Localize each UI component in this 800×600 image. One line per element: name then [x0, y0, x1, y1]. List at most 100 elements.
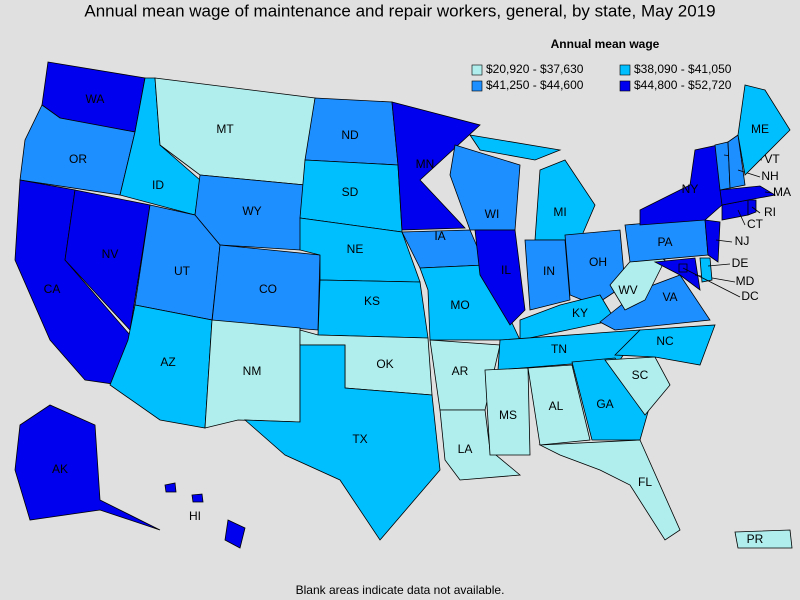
state-label: IA — [434, 229, 445, 243]
state-shape — [224, 519, 246, 549]
state-label: AZ — [160, 355, 175, 369]
state-label: NH — [761, 169, 778, 183]
leader-line — [737, 209, 746, 226]
state-label: KS — [364, 294, 380, 308]
state-shape — [699, 257, 713, 283]
legend-label: $20,920 - $37,630 — [486, 62, 584, 76]
state-label: MO — [450, 298, 469, 312]
state-shape — [737, 84, 791, 176]
state-label: UT — [174, 264, 191, 278]
state-label: MI — [553, 205, 566, 219]
state-label: GA — [596, 397, 613, 411]
map-title: Annual mean wage of maintenance and repa… — [84, 1, 715, 20]
state-shape — [391, 101, 481, 231]
state-label: ND — [341, 128, 359, 142]
state-shape — [524, 239, 571, 311]
state-shape — [191, 493, 204, 503]
state-label: NJ — [735, 234, 750, 248]
state-label: DC — [741, 289, 759, 303]
state-label: WV — [618, 283, 637, 297]
state-label: ME — [751, 122, 769, 136]
legend-label: $44,800 - $52,720 — [634, 78, 732, 92]
state-label: NY — [682, 182, 699, 196]
leader-line — [751, 206, 761, 214]
state-label: CT — [747, 217, 764, 231]
state-label: TN — [551, 342, 567, 356]
state-label: SD — [342, 185, 359, 199]
state-label: MT — [216, 122, 234, 136]
state-label: OR — [69, 152, 87, 166]
state-label: NE — [347, 242, 364, 256]
state-label: NC — [656, 334, 674, 348]
state-shape — [564, 229, 626, 306]
state-shape — [14, 404, 161, 531]
state-shape — [243, 344, 441, 541]
legend-title: Annual mean wage — [551, 37, 660, 51]
state-label: VT — [764, 152, 780, 166]
state-label: DE — [732, 256, 749, 270]
state-shape — [194, 174, 306, 251]
state-label: MN — [416, 157, 435, 171]
state-shape — [439, 409, 522, 481]
state-shape — [164, 482, 177, 493]
leader-line — [707, 263, 731, 267]
state-label: PA — [657, 235, 672, 249]
state-shape — [571, 357, 651, 441]
state-shape — [469, 134, 562, 161]
state-shape — [317, 279, 429, 339]
state-shape — [474, 229, 526, 326]
state-shape — [727, 134, 746, 189]
state-label: NM — [243, 364, 262, 378]
state-label: IN — [543, 264, 555, 278]
state-label: WI — [485, 207, 500, 221]
state-label: TX — [352, 432, 367, 446]
state-label: MD — [736, 274, 755, 288]
state-shape — [538, 439, 681, 541]
state-shape — [604, 356, 671, 416]
state-label: AR — [452, 364, 469, 378]
state-label: CO — [259, 282, 277, 296]
state-label: KY — [572, 306, 588, 320]
legend-label: $41,250 - $44,600 — [486, 78, 584, 92]
state-label: HI — [189, 509, 201, 523]
state-label: AK — [52, 462, 68, 476]
legend-label: $38,090 - $41,050 — [634, 62, 732, 76]
state-shape — [419, 264, 521, 341]
leader-line — [694, 274, 736, 283]
footnote: Blank areas indicate data not available. — [296, 583, 505, 597]
leader-line — [715, 239, 733, 243]
leader-line — [682, 267, 741, 298]
legend-swatch — [471, 80, 483, 92]
legend-swatch — [619, 64, 631, 76]
state-label: VA — [662, 290, 677, 304]
state-label: IL — [501, 263, 511, 277]
state-shape — [527, 364, 591, 446]
state-label: OH — [589, 255, 607, 269]
legend-swatch — [619, 80, 631, 92]
state-shape — [719, 185, 777, 206]
state-label: RI — [764, 205, 776, 219]
state-label: WA — [86, 92, 105, 106]
state-shape — [704, 219, 721, 263]
leader-line — [737, 169, 761, 178]
state-shape — [519, 294, 616, 341]
legend-swatch — [471, 64, 483, 76]
state-shape — [653, 257, 701, 291]
state-label: PR — [747, 532, 764, 546]
state-label: OK — [376, 357, 393, 371]
state-label: FL — [638, 475, 652, 489]
state-label: WY — [242, 204, 261, 218]
state-label: AL — [549, 399, 564, 413]
state-label: CA — [44, 282, 61, 296]
leader-line — [764, 191, 773, 194]
state-label: MA — [773, 185, 791, 199]
state-label: ID — [152, 178, 164, 192]
state-shape — [734, 529, 793, 549]
state-label: NV — [102, 247, 119, 261]
state-shape — [534, 159, 596, 241]
state-label: LA — [458, 442, 473, 456]
state-shape — [484, 367, 531, 456]
state-label: MS — [499, 408, 517, 422]
state-shape — [614, 324, 716, 366]
